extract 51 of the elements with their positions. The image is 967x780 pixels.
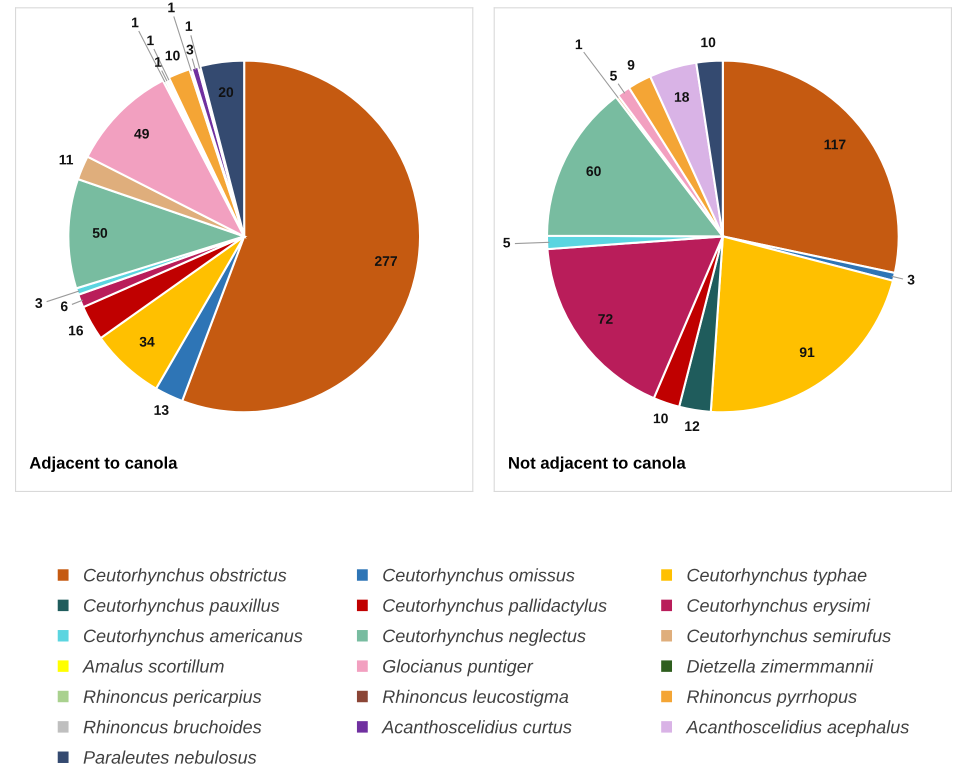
data-label: 11 bbox=[60, 154, 74, 164]
legend-label: Rhinoncus leucostigma bbox=[382, 690, 568, 707]
data-label: 1 bbox=[132, 18, 138, 28]
data-label: 49 bbox=[134, 128, 149, 139]
legend-label: Glocianus puntiger bbox=[383, 659, 534, 676]
legend-label: Ceutorhynchus typhae bbox=[687, 568, 866, 586]
data-label: 20 bbox=[218, 87, 234, 98]
data-label: 5 bbox=[503, 238, 510, 248]
data-label: 1 bbox=[186, 21, 192, 31]
data-label: 13 bbox=[154, 405, 169, 415]
text: Adjacent to canola bbox=[30, 456, 178, 472]
data-label: 1 bbox=[147, 36, 154, 46]
legend-label: Rhinoncus pyrrhopus bbox=[687, 690, 857, 707]
data-label: 5 bbox=[610, 70, 617, 81]
text: Not adjacent to canola bbox=[509, 456, 686, 472]
legend-label: Ceutorhynchus pauxillus bbox=[84, 598, 280, 616]
legend-label: Ceutorhynchus neglectus bbox=[383, 629, 586, 646]
legend-label: Ceutorhynchus erysimi bbox=[687, 598, 870, 616]
data-label: 277 bbox=[374, 256, 398, 266]
legend-label: Rhinoncus bruchoides bbox=[84, 720, 262, 734]
legend-label: Acanthoscelidius curtus bbox=[381, 720, 572, 734]
data-label: 10 bbox=[166, 50, 180, 60]
legend-label: Amalus scortillum bbox=[82, 659, 224, 673]
data-label: 34 bbox=[140, 336, 155, 347]
data-label: 3 bbox=[186, 44, 194, 54]
data-label: 117 bbox=[824, 140, 846, 150]
legend-label: Ceutorhynchus semirufus bbox=[687, 629, 891, 646]
data-label: 72 bbox=[598, 314, 613, 324]
legend-label: Rhinoncus pericarpius bbox=[84, 690, 262, 707]
data-label: 1 bbox=[168, 2, 175, 12]
data-label: 12 bbox=[685, 421, 700, 431]
legend-label: Paraleutes nebulosus bbox=[84, 750, 256, 764]
data-label: 6 bbox=[60, 301, 68, 312]
legend-label: Ceutorhynchus obstrictus bbox=[84, 568, 286, 586]
data-label: 10 bbox=[701, 37, 716, 48]
legend-label: Dietzella zimermmannii bbox=[687, 659, 874, 673]
data-label: 1 bbox=[576, 40, 582, 50]
data-label: 16 bbox=[68, 326, 84, 336]
data-label: 60 bbox=[586, 166, 601, 176]
data-label: 10 bbox=[654, 413, 668, 424]
legend-label: Ceutorhynchus pallidactylus bbox=[383, 598, 607, 616]
data-label: 50 bbox=[92, 228, 108, 238]
legend-label: Ceutorhynchus omissus bbox=[383, 568, 575, 586]
legend-label: Acanthoscelidius acephalus bbox=[686, 720, 909, 737]
data-label: 91 bbox=[800, 347, 814, 358]
data-label: 18 bbox=[674, 92, 690, 102]
data-label: 9 bbox=[628, 60, 634, 70]
data-label: 1 bbox=[155, 57, 162, 67]
legend-label: Ceutorhynchus americanus bbox=[84, 629, 302, 646]
data-label: 3 bbox=[908, 274, 914, 285]
data-label: 3 bbox=[35, 298, 42, 308]
